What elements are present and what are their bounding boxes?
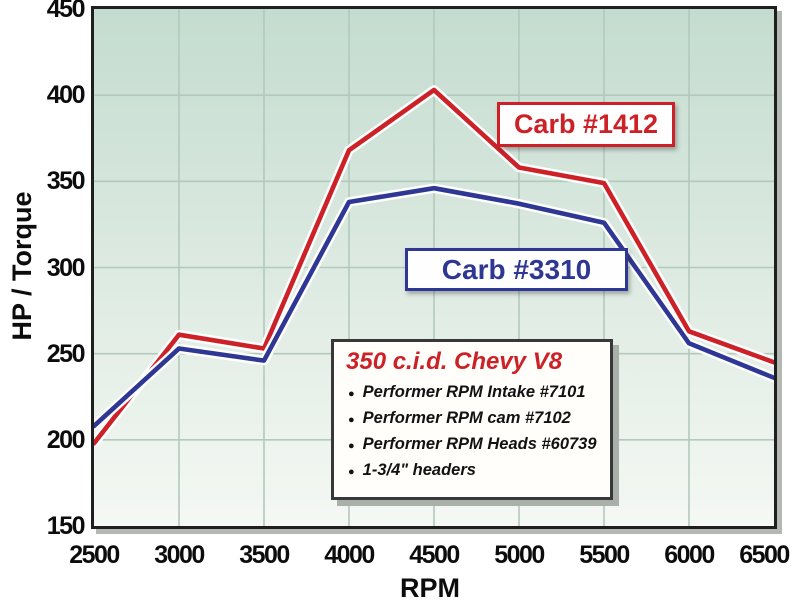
- spec-item: ● 1-3/4" headers: [346, 461, 600, 480]
- x-tick-label-5500: 5500: [579, 541, 630, 569]
- plot-svg: [94, 9, 774, 526]
- x-axis-title: RPM: [400, 573, 460, 603]
- series-line-carb1412: [94, 87, 774, 446]
- bullet-icon: ●: [348, 388, 355, 400]
- series-label-carb-1412: Carb #1412: [497, 102, 675, 147]
- engine-spec-title: 350 c.i.d. Chevy V8: [346, 348, 563, 375]
- spec-item-text: Performer RPM cam #7102: [362, 409, 571, 427]
- bullet-icon: ●: [348, 414, 355, 426]
- y-tick-label-450: 450: [46, 0, 86, 23]
- x-tick-label-3500: 3500: [239, 541, 290, 569]
- spec-item-text: Performer RPM Heads #60739: [362, 435, 597, 453]
- spec-item: ● Performer RPM Heads #60739: [346, 435, 600, 454]
- bullet-icon: ●: [348, 440, 355, 452]
- series-label-carb-3310: Carb #3310: [405, 248, 628, 291]
- spec-item: ● Performer RPM Intake #7101: [346, 383, 600, 402]
- x-tick-label-6500: 6500: [739, 541, 790, 569]
- x-tick-label-6000: 6000: [664, 541, 715, 569]
- spec-item: ● Performer RPM cam #7102: [346, 409, 600, 428]
- y-tick-label-400: 400: [46, 81, 86, 110]
- x-tick-label-4000: 4000: [324, 541, 375, 569]
- y-tick-label-250: 250: [46, 339, 86, 368]
- x-tick-label-2500: 2500: [69, 541, 120, 569]
- engine-spec-list: ● Performer RPM Intake #7101 ● Performer RP…: [346, 383, 600, 480]
- x-tick-label-4500: 4500: [409, 541, 460, 569]
- y-tick-label-350: 350: [46, 167, 86, 196]
- spec-item-text: 1-3/4" headers: [362, 461, 476, 479]
- y-tick-label-200: 200: [46, 425, 86, 454]
- x-tick-label-5000: 5000: [494, 541, 545, 569]
- y-tick-label-300: 300: [46, 253, 86, 282]
- x-tick-label-3000: 3000: [154, 541, 205, 569]
- series-line-carb3310: [94, 185, 774, 429]
- spec-item-text: Performer RPM Intake #7101: [362, 383, 586, 401]
- engine-spec-box: 350 c.i.d. Chevy V8 ● Performer RPM Intak…: [331, 339, 613, 500]
- y-tick-label-150: 150: [46, 512, 86, 540]
- bullet-icon: ●: [348, 466, 355, 478]
